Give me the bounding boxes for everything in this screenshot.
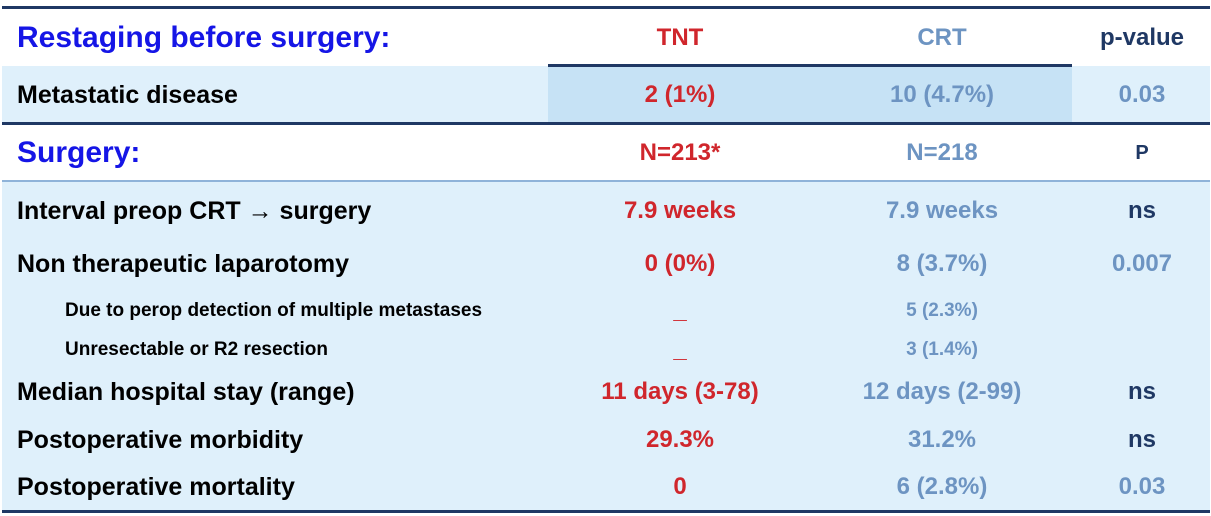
surgery-header-rule xyxy=(2,180,1210,182)
tnt-value: 2 (1%) xyxy=(644,81,716,108)
tnt-value: 29.3% xyxy=(645,426,715,453)
tnt-value: 11 days (3-78) xyxy=(601,378,759,405)
row-label: Postoperative mortality xyxy=(17,472,295,501)
header-n-tnt: N=213* xyxy=(639,139,721,166)
table-row: Non therapeutic laparotomy 0 (0%) 8 (3.7… xyxy=(0,239,1211,289)
table-row: Unresectable or R2 resection _ 3 (1.4%) xyxy=(0,333,1211,367)
section1-header-row: Restaging before surgery: TNT CRT p-valu… xyxy=(0,12,1211,64)
crt-value: 12 days (2-99) xyxy=(862,378,1022,405)
table-row: Postoperative mortality 0 6 (2.8%) 0.03 xyxy=(0,464,1211,510)
section2-header-row: Surgery: N=213* N=218 P xyxy=(0,126,1211,180)
section2-title: Surgery: xyxy=(17,136,141,169)
table-row: Postoperative morbidity 29.3% 31.2% ns xyxy=(0,416,1211,464)
row-label: Median hospital stay (range) xyxy=(17,377,355,406)
table-row: Median hospital stay (range) 11 days (3-… xyxy=(0,368,1211,416)
crt-value: 31.2% xyxy=(907,426,977,453)
crt-value: 3 (1.4%) xyxy=(906,339,978,360)
header-tnt: TNT xyxy=(656,24,704,51)
crt-value: 8 (3.7%) xyxy=(896,250,988,277)
p-value: 0.007 xyxy=(1111,250,1173,277)
header-pvalue: p-value xyxy=(1099,24,1185,51)
section-rule xyxy=(2,122,1210,125)
section1-title: Restaging before surgery: xyxy=(17,21,391,54)
table-row: Metastatic disease 2 (1%) 10 (4.7%) 0.03 xyxy=(0,68,1211,122)
p-value: ns xyxy=(1127,378,1156,405)
row-label: Unresectable or R2 resection xyxy=(65,339,328,360)
row-label: Due to perop detection of multiple metas… xyxy=(65,300,483,321)
crt-value: 6 (2.8%) xyxy=(896,473,988,500)
crt-value: 7.9 weeks xyxy=(885,197,999,224)
p-value xyxy=(1074,294,1210,328)
p-value xyxy=(1074,333,1210,367)
crt-value: 5 (2.3%) xyxy=(906,300,978,321)
row-label: Non therapeutic laparotomy xyxy=(17,249,349,278)
top-rule xyxy=(2,6,1210,9)
tnt-value: 0 (0%) xyxy=(644,250,716,277)
bottom-rule xyxy=(2,510,1210,513)
row-label: Postoperative morbidity xyxy=(17,425,304,454)
table-row: Interval preop CRT → surgery 7.9 weeks 7… xyxy=(0,186,1211,236)
crt-value: 10 (4.7%) xyxy=(889,81,995,108)
p-value: ns xyxy=(1127,426,1156,453)
tnt-value: _ xyxy=(673,297,687,324)
p-value: ns xyxy=(1127,197,1156,224)
p-value: 0.03 xyxy=(1118,473,1166,500)
p-value: 0.03 xyxy=(1118,81,1166,108)
tnt-value: _ xyxy=(673,336,687,363)
header-rule-segment xyxy=(548,64,1072,67)
header-crt: CRT xyxy=(917,24,967,51)
surgery-body-band xyxy=(2,182,1210,510)
tnt-value: 7.9 weeks xyxy=(623,197,737,224)
header-p: P xyxy=(1135,141,1149,164)
tnt-value: 0 xyxy=(673,473,687,500)
header-n-crt: N=218 xyxy=(906,139,978,166)
row-label: Metastatic disease xyxy=(17,80,238,109)
row-label: Interval preop CRT → surgery xyxy=(17,196,372,225)
table-row: Due to perop detection of multiple metas… xyxy=(0,294,1211,328)
metastatic-highlight-cell xyxy=(548,66,1072,122)
